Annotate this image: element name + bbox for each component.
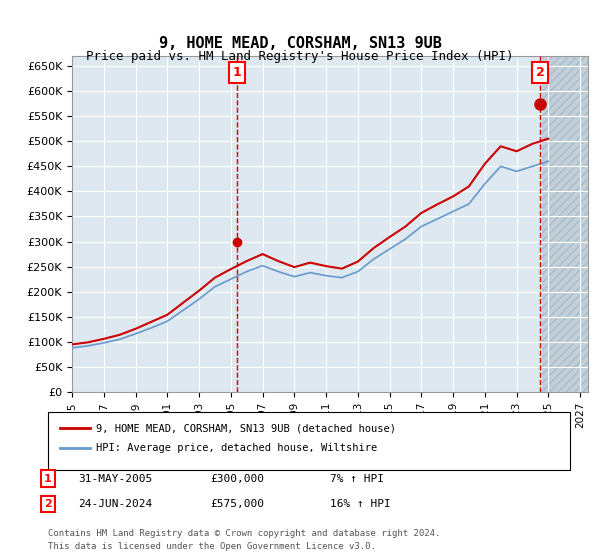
Text: 2: 2 [536, 66, 544, 79]
Bar [542, 56, 588, 392]
Text: 2: 2 [44, 499, 52, 509]
Text: £575,000: £575,000 [210, 499, 264, 509]
Text: HPI: Average price, detached house, Wiltshire: HPI: Average price, detached house, Wilt… [96, 443, 377, 453]
Text: 1: 1 [44, 474, 52, 484]
Text: 31-MAY-2005: 31-MAY-2005 [78, 474, 152, 484]
Text: 9, HOME MEAD, CORSHAM, SN13 9UB: 9, HOME MEAD, CORSHAM, SN13 9UB [158, 36, 442, 52]
Text: This data is licensed under the Open Government Licence v3.0.: This data is licensed under the Open Gov… [48, 542, 376, 550]
Text: 16% ↑ HPI: 16% ↑ HPI [330, 499, 391, 509]
Text: Price paid vs. HM Land Registry's House Price Index (HPI): Price paid vs. HM Land Registry's House … [86, 50, 514, 63]
Text: 9, HOME MEAD, CORSHAM, SN13 9UB (detached house): 9, HOME MEAD, CORSHAM, SN13 9UB (detache… [96, 423, 396, 433]
Text: £300,000: £300,000 [210, 474, 264, 484]
Text: 1: 1 [233, 66, 242, 79]
Text: 24-JUN-2024: 24-JUN-2024 [78, 499, 152, 509]
Text: Contains HM Land Registry data © Crown copyright and database right 2024.: Contains HM Land Registry data © Crown c… [48, 529, 440, 538]
Text: 7% ↑ HPI: 7% ↑ HPI [330, 474, 384, 484]
